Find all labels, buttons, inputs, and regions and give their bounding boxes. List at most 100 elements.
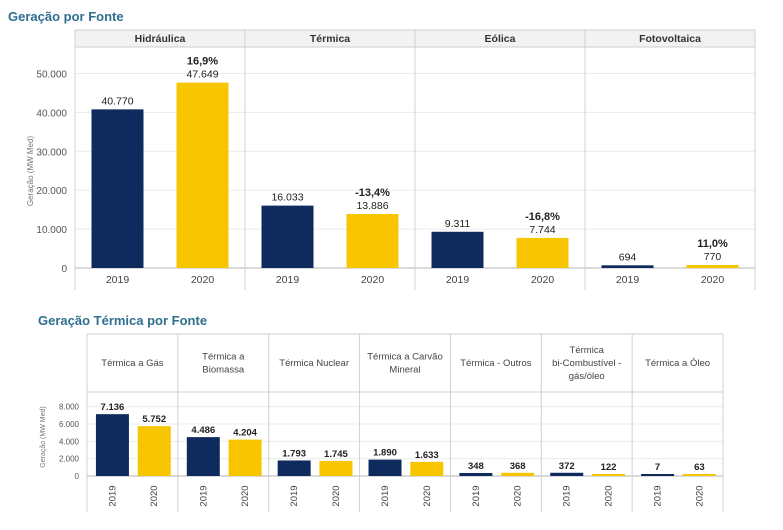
change-label: 16,9%: [187, 56, 218, 68]
bar-value-label: 1.745: [324, 449, 348, 460]
x-tick-label: 2020: [240, 485, 251, 506]
panel-label-0: Hidráulica: [135, 33, 186, 45]
panel-label-line: Biomassa: [202, 365, 244, 376]
panel-label-line: Térmica a Óleo: [645, 358, 710, 369]
x-tick-label: 2019: [198, 485, 209, 506]
change-label: 11,0%: [697, 238, 728, 250]
panel-label-line: Térmica Nuclear: [279, 358, 349, 369]
y-tick-label: 0: [61, 264, 67, 275]
x-tick-label: 2020: [191, 274, 215, 286]
x-tick-label: 2020: [331, 485, 342, 506]
x-tick-label: 2019: [562, 485, 573, 506]
x-tick-label: 2019: [446, 274, 470, 286]
bar-value-label: 348: [468, 461, 484, 472]
x-tick-label: 2020: [361, 274, 385, 286]
panel-label-1: Térmica: [310, 33, 350, 45]
bar-5-2019: [550, 472, 584, 476]
x-tick-label: 2019: [653, 485, 664, 506]
panel-label-3: Fotovoltaica: [639, 33, 701, 45]
x-tick-label: 2019: [107, 485, 118, 506]
y-axis-title: Geração (MW Med): [40, 406, 47, 467]
bar-value-label: 694: [619, 251, 637, 263]
bar-4-2020: [501, 472, 535, 476]
y-tick-label: 20.000: [36, 186, 67, 197]
bar-value-label: 770: [704, 251, 722, 263]
panel-label-line: Mineral: [389, 365, 420, 376]
bar-1-2019: [186, 437, 220, 476]
y-tick-label: 50.000: [36, 69, 67, 80]
y-tick-label: 10.000: [36, 225, 67, 236]
x-tick-label: 2019: [276, 274, 300, 286]
bar-value-label: 63: [694, 462, 705, 473]
panel-label-line: bi-Combustível -: [552, 358, 621, 369]
bar-2-2019: [277, 460, 311, 476]
bar-value-label: 47.649: [186, 69, 218, 81]
bar-2-2019: [431, 231, 484, 268]
y-tick-label: 6.000: [59, 420, 80, 429]
bar-value-label: 1.890: [373, 448, 397, 459]
change-label: -16,8%: [525, 211, 560, 223]
panel-label-line: Térmica a: [202, 352, 245, 363]
panel-label-line: Térmica - Outros: [460, 358, 532, 369]
panel-label-line: gás/óleo: [569, 371, 605, 382]
x-tick-label: 2019: [106, 274, 130, 286]
bar-4-2019: [459, 472, 493, 476]
y-tick-label: 8.000: [59, 403, 80, 412]
bar-value-label: 1.633: [415, 450, 439, 461]
bar-value-label: 4.204: [233, 428, 257, 439]
bar-0-2019: [95, 414, 129, 476]
bar-value-label: 1.793: [282, 448, 306, 459]
x-tick-label: 2019: [471, 485, 482, 506]
y-tick-label: 40.000: [36, 108, 67, 119]
bar-value-label: 5.752: [142, 414, 166, 425]
x-tick-label: 2020: [694, 485, 705, 506]
bar-0-2019: [91, 109, 144, 268]
bar-value-label: 368: [510, 461, 526, 472]
bar-3-2020: [410, 461, 444, 476]
bar-5-2020: [592, 474, 626, 476]
x-tick-label: 2020: [422, 485, 433, 506]
bar-3-2020: [686, 265, 739, 268]
bar-value-label: 40.770: [101, 95, 133, 107]
chart-geracao-termica-por-fonte: 8.000 6.000 4.000 2.000 0 Geração (MW Med) Tér…: [40, 333, 724, 512]
bar-3-2019: [368, 459, 402, 476]
panel-label-2: Eólica: [485, 33, 516, 45]
x-tick-label: 2019: [616, 274, 640, 286]
panel-label-line: Térmica a Gás: [101, 358, 164, 369]
y-tick-label: 0: [75, 472, 80, 481]
x-tick-label: 2020: [149, 485, 160, 506]
bar-6-2019: [641, 474, 675, 476]
bar-6-2020: [682, 474, 716, 476]
bar-value-label: 4.486: [191, 425, 215, 436]
bar-value-label: 9.311: [445, 218, 471, 230]
bar-value-label: 122: [601, 462, 617, 473]
y-tick-label: 30.000: [36, 147, 67, 158]
panel-label-line: Térmica a Carvão: [367, 352, 443, 363]
chart-geracao-por-fonte: 50.000 40.000 30.000 20.000 10.000 0 Geração (…: [26, 29, 756, 290]
y-tick-label: 2.000: [59, 455, 80, 464]
change-label: -13,4%: [355, 187, 390, 199]
y-axis-title: Geração (MW Med): [26, 136, 35, 207]
bar-value-label: 7: [655, 462, 660, 473]
bar-value-label: 7.744: [529, 224, 555, 236]
bar-value-label: 7.136: [101, 402, 125, 413]
x-tick-label: 2020: [513, 485, 524, 506]
bar-value-label: 16.033: [271, 192, 303, 204]
y-tick-label: 4.000: [59, 437, 80, 446]
x-tick-label: 2020: [701, 274, 725, 286]
x-tick-label: 2020: [604, 485, 615, 506]
bar-value-label: 372: [559, 461, 575, 472]
x-tick-label: 2019: [380, 485, 391, 506]
chart-title-geracao-fonte: Geração por Fonte: [8, 9, 124, 24]
bar-3-2019: [601, 265, 654, 268]
bar-0-2020: [137, 426, 171, 476]
chart-title-geracao-termica: Geração Térmica por Fonte: [38, 313, 208, 328]
bar-1-2020: [346, 213, 399, 268]
bar-1-2019: [261, 205, 314, 268]
x-tick-label: 2019: [289, 485, 300, 506]
bar-value-label: 13.886: [356, 200, 388, 212]
x-tick-label: 2020: [531, 274, 555, 286]
panel-label-line: Térmica: [570, 345, 605, 356]
bar-2-2020: [516, 237, 569, 268]
bar-0-2020: [176, 82, 229, 268]
